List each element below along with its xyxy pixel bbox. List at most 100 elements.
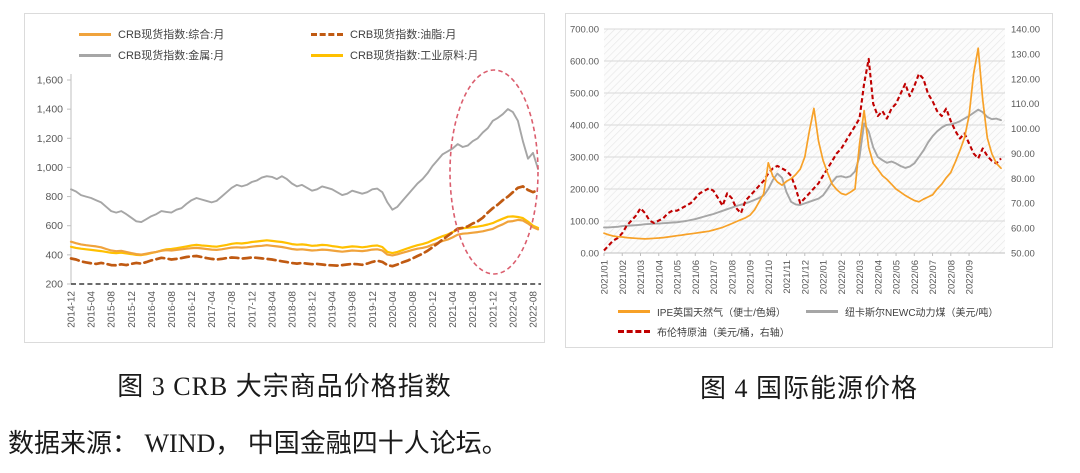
coal-line-swatch	[806, 310, 838, 313]
oils-dashed-swatch	[311, 32, 343, 36]
legend-label: CRB现货指数:油脂:月	[350, 29, 457, 41]
right-y-tick-label: 120.00	[1011, 74, 1040, 85]
x-tick-label: 2022/06	[910, 260, 921, 294]
x-tick-label: 2022/01	[819, 260, 830, 294]
x-tick-label: 2019-12	[368, 291, 379, 328]
legend-label: CRB现货指数:综合:月	[118, 29, 225, 41]
left-y-tick-label: 500.00	[570, 89, 599, 100]
x-tick-label: 2022-08	[528, 291, 539, 328]
series-line-brent	[603, 57, 1002, 252]
legend-item-industrial: CRB现货指数:工业原料:月	[311, 47, 478, 63]
series-line-2	[70, 108, 539, 224]
x-tick-label: 2022/04	[873, 260, 884, 294]
right-y-tick-label: 70.00	[1011, 199, 1035, 210]
data-source-note: 数据来源： WIND， 中国金融四十人论坛。	[8, 429, 508, 458]
right-y-tick-label: 140.00	[1011, 25, 1040, 36]
left-y-tick-label: 700.00	[570, 25, 599, 36]
x-tick-label: 2016-04	[147, 291, 158, 328]
left-y-tick-label: 300.00	[570, 153, 599, 164]
highlight-ellipse	[449, 69, 539, 275]
right-y-tick-label: 90.00	[1011, 149, 1035, 160]
x-tick-label: 2021/11	[782, 260, 793, 294]
x-tick-label: 2020-12	[428, 291, 439, 328]
series-line-gas	[603, 47, 1002, 240]
x-tick-label: 2022/05	[892, 260, 903, 294]
plot-hatch-background	[604, 29, 1005, 253]
series-line-coal	[603, 108, 1002, 229]
crb-figure-frame: 200 400 600 800 1,000 1,200 1,400 1,600 2014-12 2…	[24, 13, 545, 343]
energy-legend: IPE英国天然气（便士/色姆） 纽卡斯尔NEWC动力煤（美元/吨） 布伦特原油（…	[618, 304, 998, 339]
legend-label: CRB现货指数:金属:月	[118, 50, 225, 62]
left-y-tick-label: 400.00	[570, 121, 599, 132]
y-tick-label: 1,000	[37, 162, 63, 174]
y-tick-label: 1,600	[37, 75, 63, 87]
figure4-caption: 图 4 国际能源价格	[699, 374, 918, 403]
x-tick-label: 2021/01	[600, 260, 611, 294]
right-y-tick-label: 130.00	[1011, 49, 1040, 60]
legend-item-metal: CRB现货指数:金属:月	[79, 47, 311, 63]
y-tick-label: 400	[45, 249, 63, 261]
x-tick-label: 2014-12	[67, 291, 78, 328]
crb-legend: CRB现货指数:综合:月 CRB现货指数:油脂:月 CRB现货指数:金属:月 C…	[79, 26, 478, 63]
x-tick-label: 2015-12	[127, 291, 138, 328]
legend-item-oils: CRB现货指数:油脂:月	[311, 26, 478, 42]
right-y-tick-label: 60.00	[1011, 224, 1035, 235]
x-tick-label: 2022/09	[965, 260, 976, 294]
x-tick-label: 2021/09	[746, 260, 757, 294]
x-tick-label: 2022/02	[837, 260, 848, 294]
y-tick-label: 200	[45, 279, 63, 291]
legend-item-composite: CRB现货指数:综合:月	[79, 26, 311, 42]
x-tick-label: 2019-04	[328, 291, 339, 328]
series-line-1	[69, 185, 540, 268]
x-tick-label: 2017-12	[247, 291, 258, 328]
y-tick-label: 600	[45, 220, 63, 232]
crb-chart-svg: 200 400 600 800 1,000 1,200 1,400 1,600 2014-12 2…	[37, 69, 541, 328]
x-tick-label: 2018-08	[287, 291, 298, 328]
y-tick-label: 800	[45, 191, 63, 203]
x-tick-label: 2022/08	[946, 260, 957, 294]
x-tick-label: 2021/06	[691, 260, 702, 294]
x-tick-label: 2021-04	[448, 291, 459, 328]
brent-dashed-swatch	[618, 330, 650, 333]
x-tick-label: 2018-04	[267, 291, 278, 328]
x-tick-label: 2020-08	[408, 291, 419, 328]
series-line-0	[69, 218, 540, 257]
figure3-caption: 图 3 CRB 大宗商品价格指数	[117, 372, 452, 401]
legend-item-coal: 纽卡斯尔NEWC动力煤（美元/吨）	[806, 304, 998, 319]
x-tick-label: 2021/12	[800, 260, 811, 294]
legend-label: CRB现货指数:工业原料:月	[350, 50, 479, 62]
legend-item-gas: IPE英国天然气（便士/色姆）	[618, 304, 806, 319]
metal-line-swatch	[79, 53, 111, 57]
x-tick-label: 2018-12	[308, 291, 319, 328]
left-y-tick-label: 600.00	[570, 57, 599, 68]
right-y-tick-label: 80.00	[1011, 174, 1035, 185]
legend-item-brent: 布伦特原油（美元/桶，右轴）	[618, 324, 806, 339]
x-tick-label: 2017-04	[207, 291, 218, 328]
right-y-tick-label: 100.00	[1011, 124, 1040, 135]
x-tick-label: 2021-08	[468, 291, 479, 328]
left-y-tick-label: 200.00	[570, 185, 599, 196]
x-tick-label: 2022/03	[855, 260, 866, 294]
industrial-line-swatch	[311, 53, 343, 57]
x-tick-label: 2020-04	[388, 291, 399, 328]
x-tick-label: 2021/05	[673, 260, 684, 294]
left-y-tick-label: 100.00	[570, 217, 599, 228]
x-tick-label: 2015-08	[107, 291, 118, 328]
legend-label: 纽卡斯尔NEWC动力煤（美元/吨）	[845, 308, 999, 319]
x-tick-label: 2019-08	[348, 291, 359, 328]
x-tick-label: 2021/04	[654, 260, 665, 294]
x-tick-label: 2021/10	[764, 260, 775, 294]
x-tick-label: 2022/07	[928, 260, 939, 294]
x-tick-label: 2015-04	[87, 291, 98, 328]
x-tick-label: 2021-12	[488, 291, 499, 328]
legend-label: 布伦特原油（美元/桶，右轴）	[657, 328, 790, 339]
right-y-tick-label: 110.00	[1011, 99, 1039, 110]
x-tick-label: 2016-08	[167, 291, 178, 328]
y-tick-label: 1,400	[37, 104, 63, 116]
composite-line-swatch	[79, 32, 111, 36]
y-tick-label: 1,200	[37, 133, 63, 145]
x-tick-label: 2017-08	[227, 291, 238, 328]
gas-line-swatch	[618, 310, 650, 313]
x-tick-label: 2022-04	[508, 291, 519, 328]
